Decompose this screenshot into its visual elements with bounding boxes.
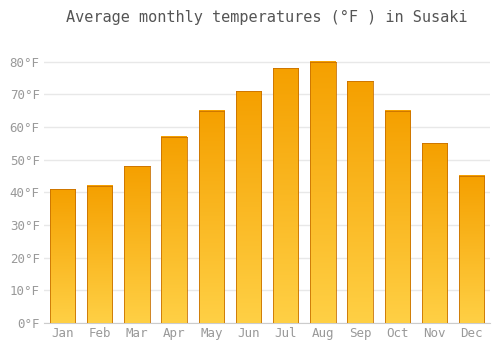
Title: Average monthly temperatures (°F ) in Susaki: Average monthly temperatures (°F ) in Su… [66, 10, 468, 25]
